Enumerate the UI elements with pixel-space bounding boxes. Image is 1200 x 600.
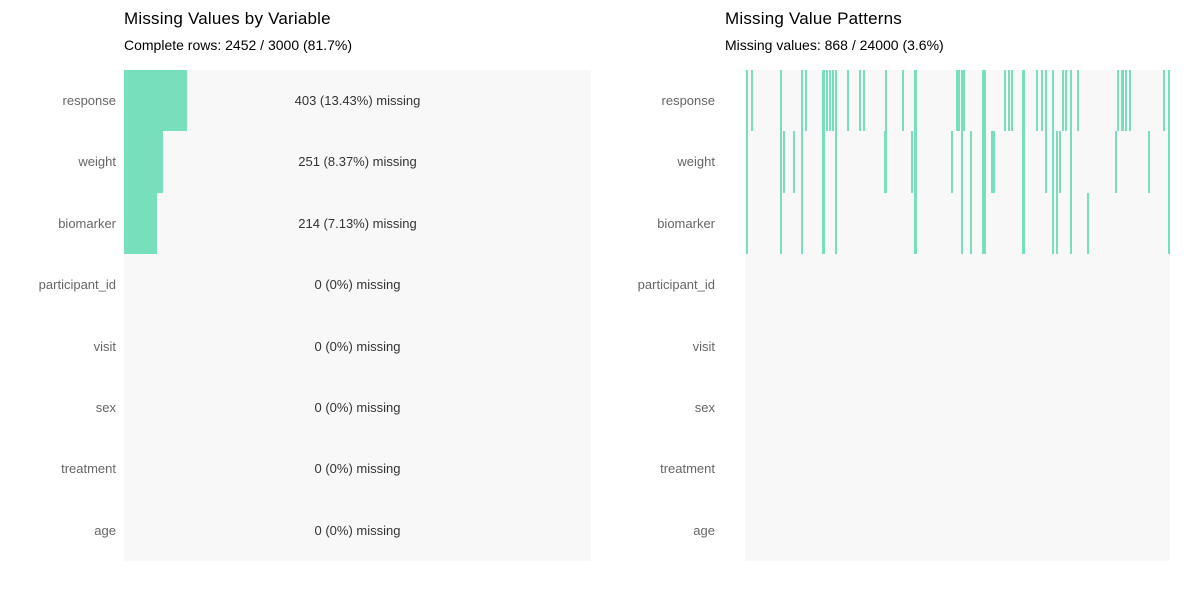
bar-biomarker [124,192,158,255]
missing-tick [826,70,828,132]
pattern-row-label-response: response [661,93,715,108]
missing-tick [1011,70,1013,132]
bar-value-age: 0 (0%) missing [314,522,401,538]
missing-tick [746,70,748,255]
pattern-row-label-participant_id: participant_id [637,277,715,293]
missing-tick [1065,70,1067,132]
bar-value-sex: 0 (0%) missing [314,399,401,415]
bar-value-biomarker: 214 (7.13%) missing [298,215,417,231]
missing-tick [956,70,958,132]
missing-tick [1077,70,1079,132]
missing-tick [859,70,861,132]
missing-tick [1120,70,1124,132]
bar-value-response: 403 (13.43%) missing [294,93,421,108]
missing-tick [751,70,753,132]
missing-tick [1056,131,1058,255]
right-plot-area [745,70,1170,561]
missing-tick [963,70,965,132]
pattern-row-label-treatment: treatment [660,461,715,477]
missing-tick [805,70,807,132]
row-label-biomarker: biomarker [58,215,116,231]
left-chart-title: Missing Values by Variable [124,9,331,28]
missing-tick [1168,70,1170,255]
missing-tick [951,131,953,193]
bar-value-weight: 251 (8.37%) missing [298,154,417,170]
row-label-age: age [94,522,116,538]
pattern-row-label-visit: visit [692,338,715,354]
missing-tick [993,131,995,193]
missing-tick [1125,70,1127,132]
bar-value-treatment: 0 (0%) missing [314,461,401,477]
missing-tick [1059,131,1061,193]
pattern-row-label-weight: weight [677,154,715,170]
row-label-sex: sex [95,399,116,415]
missing-tick [913,70,917,255]
bar-weight [124,131,164,193]
missing-tick [1117,70,1119,132]
missing-tick [911,131,913,193]
row-label-treatment: treatment [61,461,116,477]
right-chart-title: Missing Value Patterns [725,9,902,28]
row-label-weight: weight [78,154,116,170]
bar-value-visit: 0 (0%) missing [314,338,401,354]
missing-tick [1129,70,1131,132]
missing-tick [835,70,837,255]
right-chart-subtitle: Missing values: 868 / 24000 (3.6%) [725,37,944,53]
missing-tick [961,70,963,255]
missing-tick [783,131,785,193]
missing-tick [884,131,886,193]
missing-tick [821,70,825,255]
bar-value-participant_id: 0 (0%) missing [314,277,401,293]
pattern-row-label-age: age [693,522,715,538]
bar-response [124,70,187,132]
missing-tick [801,70,803,255]
missing-tick [1163,70,1165,132]
left-chart-subtitle: Complete rows: 2452 / 3000 (81.7%) [124,37,353,53]
missing-tick [829,70,831,132]
row-label-participant_id: participant_id [38,277,116,293]
missing-tick [885,70,887,193]
missing-tick [832,70,834,132]
missing-tick [863,70,865,132]
missing-tick [902,70,904,132]
pattern-row-label-sex: sex [694,399,715,415]
missing-tick [847,70,849,132]
missing-tick [1045,70,1047,193]
missing-tick [991,131,993,193]
missing-tick [981,70,986,255]
missing-tick [793,131,795,193]
missing-tick [1022,70,1026,255]
missing-tick [1036,70,1038,132]
missing-tick [958,70,960,132]
missing-tick [1004,70,1006,132]
row-label-visit: visit [93,338,116,354]
missing-tick [1087,192,1089,255]
missing-tick [1052,70,1054,255]
pattern-row-label-biomarker: biomarker [657,215,715,231]
missing-tick [1148,131,1150,193]
missing-tick [1070,70,1072,255]
missing-tick [1115,131,1117,193]
missing-tick [1008,70,1010,132]
missing-tick [1062,70,1064,132]
row-label-response: response [62,93,116,108]
missing-tick [780,70,782,255]
left-plot-area: 403 (13.43%) missing 251 (8.37%) missing 2… [124,70,591,561]
missing-tick [970,131,972,255]
missing-tick [1041,70,1043,132]
